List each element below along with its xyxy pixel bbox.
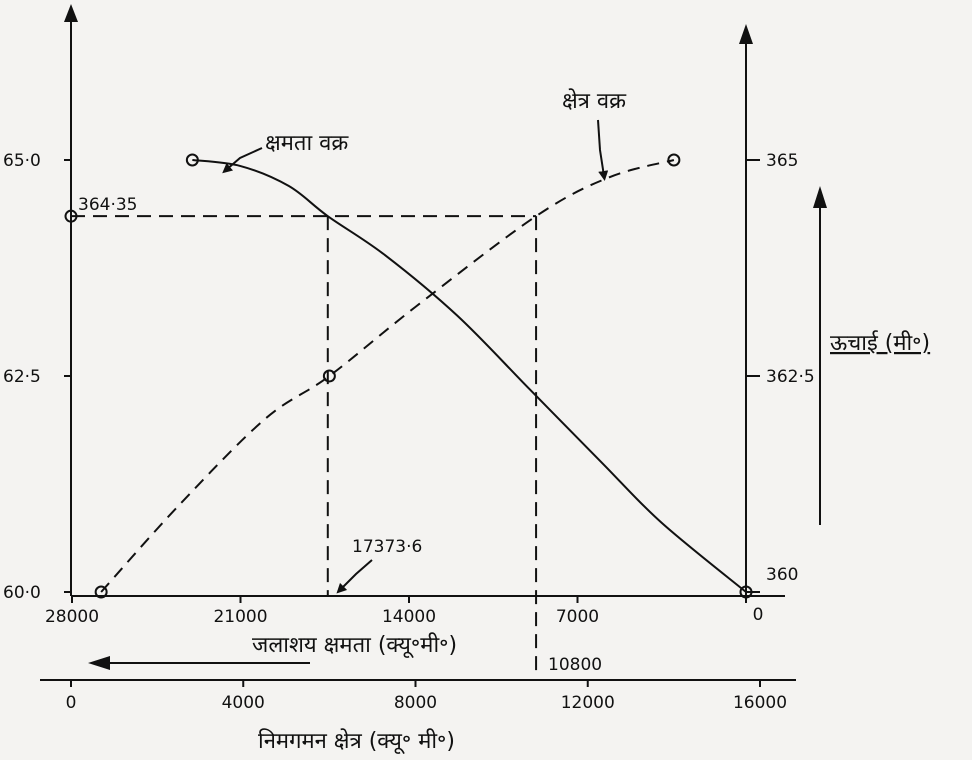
elevation-annotation-364-35: 364·35: [78, 195, 137, 215]
capacity-axis-title: जलाशय क्षमता (क्यू॰मी॰): [252, 632, 457, 659]
right-axis-tick-label: 365: [766, 151, 798, 171]
capacity-annotation-17373-6: 17373·6: [352, 537, 422, 557]
area-axis-tick-label: 16000: [733, 693, 787, 713]
area-axis-ticks: 0 4000 8000 12000 16000: [66, 680, 787, 713]
area-axis-tick-label: 12000: [561, 693, 615, 713]
series-group: [100, 159, 747, 593]
capacity-axis-tick-label: 0: [753, 605, 764, 625]
capacity-curve-marker: [185, 153, 199, 167]
capacity-curve-label: क्षमता वक्र: [265, 131, 349, 156]
right-y-axis-arrowhead: [739, 24, 753, 44]
elevation-direction-arrowhead: [813, 186, 827, 208]
capacity-axis-tick-label: 28000: [45, 607, 99, 627]
capacity-axis-tick-label: 7000: [556, 607, 599, 627]
axes: [40, 4, 827, 681]
right-axis-tick-label: 360: [766, 565, 798, 585]
area-annotation-10800: 10800: [548, 655, 602, 675]
left-axis-tick-label: 62·5: [3, 367, 41, 387]
capacity-curve-marker: [739, 585, 753, 599]
right-axis-title: ऊचाई (मी॰): [830, 330, 930, 356]
left-axis-tick-label: 65·0: [3, 151, 41, 171]
area-curve-marker: [667, 153, 681, 167]
area-axis-tick-label: 0: [66, 693, 77, 713]
left-axis-tick-label: 60·0: [3, 583, 41, 603]
right-axis-ticks: 365 362·5 360: [746, 151, 815, 593]
left-axis-ticks: 65·0 62·5 60·0: [3, 151, 71, 603]
right-axis-tick-label: 362·5: [766, 367, 815, 387]
capacity-axis-tick-label: 14000: [382, 607, 436, 627]
area-axis-tick-label: 8000: [394, 693, 437, 713]
area-curve-marker: [322, 369, 336, 383]
capacity-axis-ticks: 28000 21000 14000 7000 0: [45, 596, 763, 627]
capacity-curve: [192, 159, 747, 593]
left-axis-elevation-marker: [64, 209, 78, 223]
area-curve: [100, 159, 675, 593]
capacity-annotation-pointer: [336, 559, 373, 594]
left-y-axis-arrowhead: [64, 4, 78, 22]
capacity-label-pointer: [222, 147, 263, 174]
capacity-axis-tick-label: 21000: [213, 607, 267, 627]
area-label-pointer: [597, 119, 609, 181]
reference-lines: [71, 215, 538, 678]
area-axis-title: निमगमन क्षेत्र (क्यू॰ मी॰): [258, 728, 455, 755]
area-curve-marker: [94, 585, 108, 599]
series-label-pointers: [222, 119, 609, 181]
area-curve-label: क्षेत्र वक्र: [562, 88, 627, 114]
capacity-direction-arrowhead: [88, 656, 110, 670]
markers-group: [64, 153, 753, 599]
area-axis-tick-label: 4000: [222, 693, 265, 713]
